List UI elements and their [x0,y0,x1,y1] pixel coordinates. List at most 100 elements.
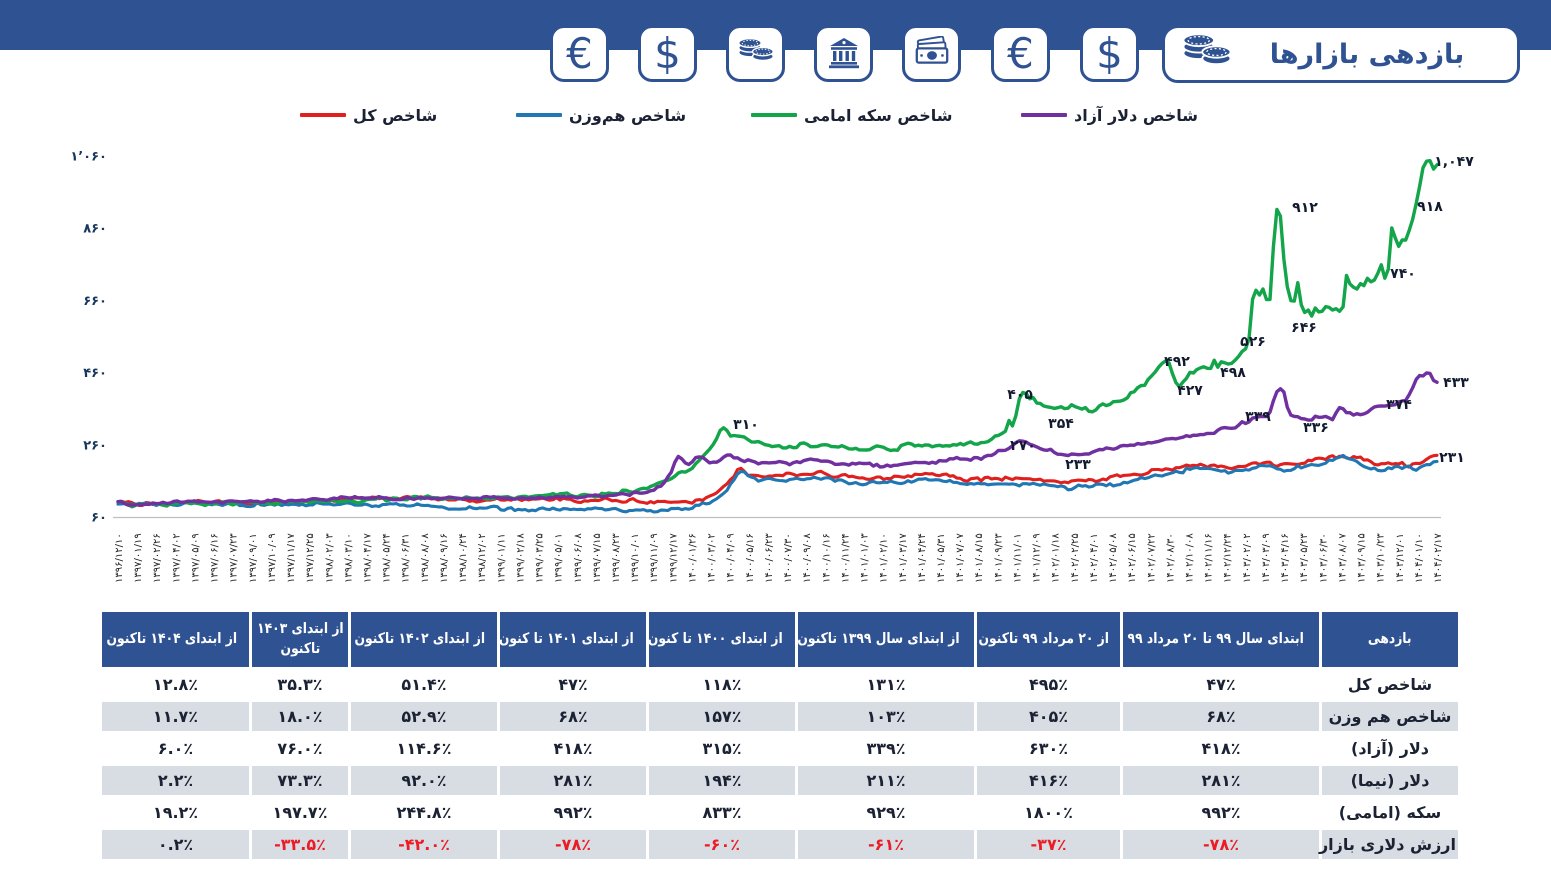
x-axis-labels: ۱۳۹۶/۱۲/۱۰ ۱۳۹۷/۰۱/۱۹ ۱۳۹۷/۰۲/۲۶ ۱۳۹۷/۰۴/۰۲… [114,533,1444,583]
x-tick-label: ۱۴۰۳/۰۵/۲۳ [1299,533,1310,583]
value-cell: ۰.۲٪ [102,830,249,859]
x-tick-label: ۱۴۰۱/۰۲/۱۰ [879,533,890,583]
col-header-label: بازدهی [1368,630,1412,647]
value-cell: ۶.۰٪ [157,739,194,758]
value-cell: ۶۸٪ [1123,702,1319,731]
x-tick-label: ۱۳۹۹/۰۶/۰۸ [573,533,584,583]
x-tick-label: ۱۳۹۸/۰۸/۰۸ [420,533,431,583]
series-line-1 [116,453,1439,514]
header-box-dollar-icon: $ [1080,25,1139,82]
row-label: ارزش دلاری بازار [1319,830,1458,859]
table-row-4: سکه (امامی) ۹۹۲٪ ۱۸۰۰٪ ۹۲۹٪ ۸۳۳٪ ۹۹۲٪ ۲۴۴.۸٪ ۱۹… [102,798,1458,827]
x-tick-label: ۱۴۰۰/۰۷/۳۰ [783,533,794,583]
chart-annotations: ۳۱۰ ۴۰۵ ۲۷۰ ۳۵۴ ۲۳۳ ۴۹۲ ۴۲۷ ۴۹۸ ۵۲۶ ۳۳۹ ۶۴۶ ۹۱۲ ۳۳۶ ۳… [733,154,1474,473]
x-tick-label: ۱۴۰۰/۰۶/۲۳ [764,533,775,583]
bank-icon [827,35,861,73]
value-cell: ۹۲۹٪ [866,803,906,822]
legend-swatch [516,113,562,117]
col-header-label: از ۲۰ مرداد ۹۹ تاکنون [978,630,1109,647]
value-cell: -۷۸٪ [1123,830,1319,859]
returns-table: بازدهی ابتدای سال ۹۹ تا ۲۰ مرداد ۹۹ از ۲۰ … [99,609,1461,862]
x-tick-label: ۱۴۰۲/۰۲/۲۵ [1070,533,1081,583]
legend-item-2: شاخص سکه امامی [751,103,952,127]
y-tick-label: ۱٬۰۶۰ [70,150,107,165]
x-tick-label: ۱۳۹۷/۱۰/۰۹ [267,533,278,583]
x-tick-label: ۱۴۰۰/۰۵/۱۶ [745,533,756,583]
x-tick-label: ۱۴۰۳/۰۸/۰۷ [1337,533,1348,583]
x-tick-label: ۱۳۹۹/۰۱/۱۱ [496,533,507,583]
data-label: ۴۲۷ [1177,383,1203,399]
data-label: ۴۹۸ [1220,365,1246,381]
col-header-2: از ۲۰ مرداد ۹۹ تاکنون [977,612,1120,667]
value-cell: ۱۱۸٪ [702,675,742,694]
banknote-icon [913,35,951,70]
legend-item-0: شاخص کل [300,103,437,127]
col-header-label: ابتدای سال ۹۹ تا ۲۰ مرداد ۹۹ [1127,630,1304,647]
x-tick-label: ۱۴۰۳/۰۹/۱۵ [1357,533,1368,583]
x-tick-label: ۱۳۹۹/۱۲/۱۷ [668,533,679,583]
x-tick-label: ۱۳۹۹/۰۷/۱۵ [592,533,603,583]
value-cell: ۴۷٪ [1206,675,1236,694]
x-tick-label: ۱۴۰۴/۰۲/۱۷ [1433,533,1444,583]
legend-label: شاخص سکه امامی [804,105,953,125]
header-box-banknote-icon [902,25,961,82]
value-cell: ۲۸۱٪ [500,766,646,795]
x-tick-label: ۱۴۰۰/۰۹/۰۸ [802,533,813,583]
table-header-row: بازدهی ابتدای سال ۹۹ تا ۲۰ مرداد ۹۹ از ۲۰ … [102,612,1458,667]
euro-icon: € [566,28,593,78]
dollar-icon: $ [1096,28,1123,78]
value-cell: ۲.۲٪ [102,766,249,795]
x-tick-label: ۱۴۰۲/۰۱/۱۸ [1051,533,1062,583]
col-header-label: از ابتدای ۱۴۰۴ تاکنون [106,630,238,647]
value-cell: ۵۱.۴٪ [401,675,447,694]
x-tick-label: ۱۳۹۷/۰۷/۲۳ [229,533,240,583]
data-label: ۳۳۹ [1245,409,1271,425]
x-tick-label: ۱۴۰۱/۱۱/۰۱ [1012,533,1023,583]
x-tick-label: ۱۴۰۰/۰۴/۰۹ [726,533,737,583]
x-tick-label: ۱۳۹۷/۱۱/۱۷ [286,533,297,583]
x-tick-label: ۱۳۹۹/۱۰/۰۱ [630,533,641,583]
legend-swatch [300,113,346,117]
x-tick-label: ۱۴۰۱/۰۵/۳۱ [936,533,947,583]
x-tick-label: ۱۴۰۳/۱۰/۲۳ [1376,533,1387,583]
page-title: بازدهی بازارها [1269,38,1465,70]
table-row-5: ارزش دلاری بازار -۷۸٪ -۳۷٪ -۶۱٪ -۶۰٪ -۷۸٪ -۴۲.… [102,830,1458,859]
value-cell: ۲۴۴.۸٪ [396,803,452,822]
x-tick-label: ۱۴۰۱/۰۳/۱۷ [898,533,909,583]
x-tick-label: ۱۴۰۰/۱۰/۱۶ [821,533,832,583]
data-label: ۶۴۶ [1291,320,1317,336]
data-label: ۴۰۵ [1007,387,1033,403]
y-tick-label: ۲۶۰ [83,438,107,453]
row-label: شاخص هم وزن [1322,702,1458,731]
value-cell: -۶۰٪ [649,830,795,859]
legend-item-3: شاخص دلار آزاد [1021,103,1198,127]
x-tick-label: ۱۴۰۲/۰۵/۰۸ [1108,533,1119,583]
x-tick-label: ۱۳۹۸/۱۰/۲۴ [458,533,469,583]
x-tick-label: ۱۴۰۳/۱۲/۰۱ [1395,533,1406,583]
value-cell: ۷۳.۳٪ [252,766,348,795]
value-cell: ۶۳۰٪ [1028,739,1069,758]
x-tick-label: ۱۴۰۱/۰۱/۰۳ [860,533,871,583]
y-axis-labels: ۶۰ ۲۶۰ ۴۶۰ ۶۶۰ ۸۶۰ ۱٬۰۶۰ [70,150,107,526]
legend-label: شاخص کل [353,105,438,125]
value-cell: ۱۳۱٪ [866,675,906,694]
x-tick-label: ۱۳۹۹/۰۵/۰۱ [554,533,565,583]
x-tick-label: ۱۴۰۱/۰۹/۲۳ [993,533,1004,583]
data-label: ۳۷۴ [1386,397,1412,413]
series-line-2 [116,158,1439,509]
value-cell: ۴۰۵٪ [977,702,1120,731]
row-label: شاخص کل [1347,675,1433,694]
value-cell: ۹۹۲٪ [1201,803,1241,822]
data-label: ۲۷۰ [1010,438,1036,454]
value-cell: ۱۲.۸٪ [152,675,199,694]
x-tick-label: ۱۴۰۰/۰۳/۰۲ [707,533,718,583]
coins-icon [737,37,775,70]
x-tick-label: ۱۴۰۳/۰۴/۱۶ [1280,533,1291,583]
data-label: ۹۱۲ [1292,200,1318,216]
value-cell: ۲۱۱٪ [798,766,974,795]
value-cell: ۵۲.۹٪ [351,702,497,731]
x-tick-label: ۱۴۰۲/۰۷/۲۲ [1146,533,1157,583]
x-tick-label: ۱۳۹۸/۰۵/۲۴ [382,533,393,583]
value-cell: ۱۹۷.۷٪ [272,803,328,822]
